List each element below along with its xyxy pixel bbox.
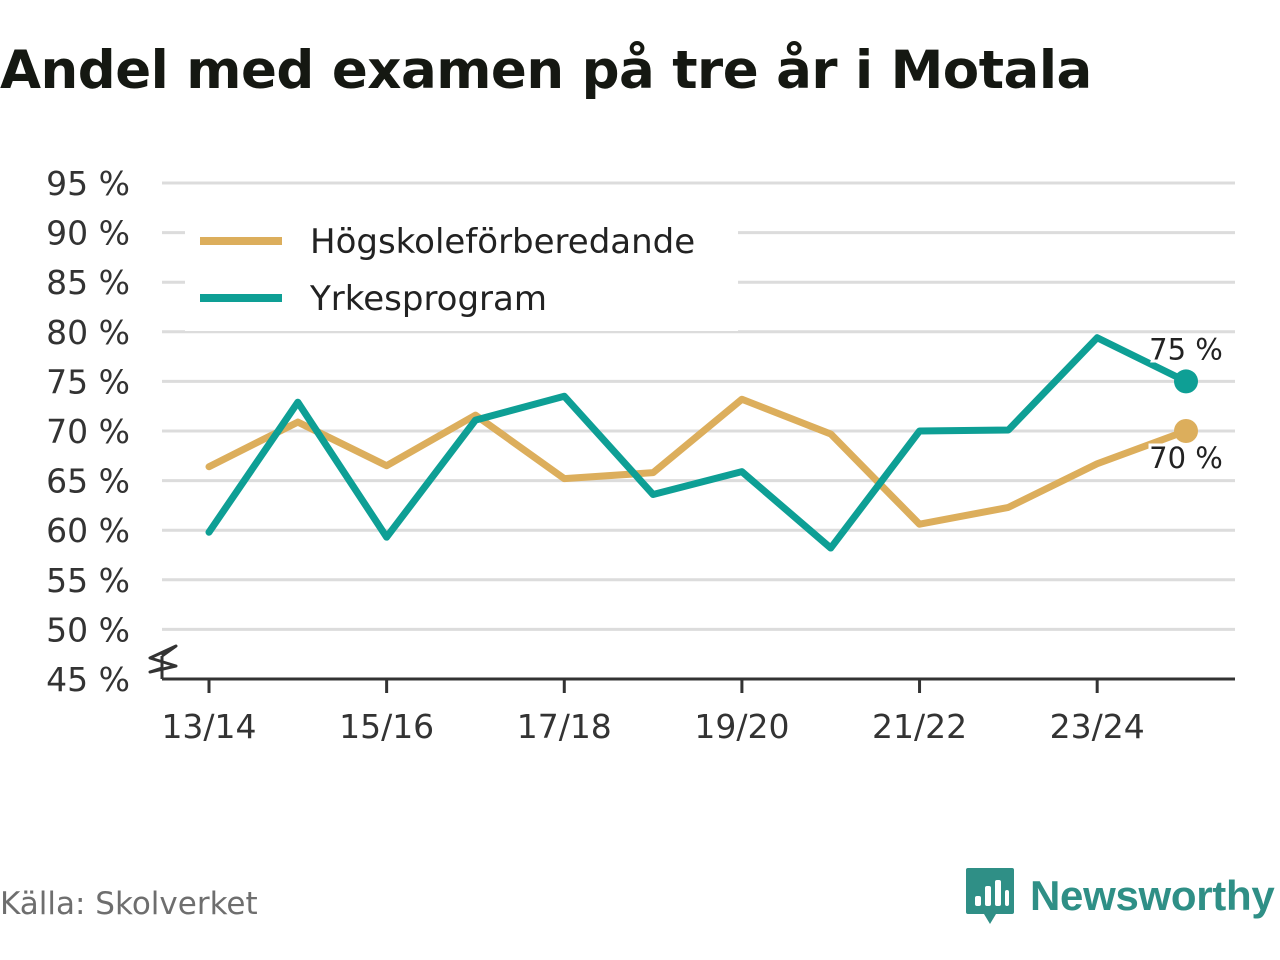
- y-tick-label-45: 45 %: [46, 660, 130, 699]
- y-tick-label-85: 85 %: [46, 263, 130, 302]
- y-tick-label-95: 95 %: [46, 164, 130, 203]
- legend: Högskoleförberedande Yrkesprogram: [185, 215, 738, 331]
- x-tick-label-23/24: 23/24: [1050, 707, 1145, 746]
- end-marker-0: [1174, 419, 1198, 443]
- end-label-0: 70 %: [1149, 441, 1223, 475]
- legend-label-0: Högskoleförberedande: [310, 222, 695, 262]
- y-tick-label-75: 75 %: [46, 362, 130, 401]
- x-tick-label-15/16: 15/16: [339, 707, 434, 746]
- end-label-1: 75 %: [1149, 332, 1223, 366]
- x-tick-label-21/22: 21/22: [872, 707, 967, 746]
- x-tick-label-19/20: 19/20: [694, 707, 789, 746]
- x-tick-label-13/14: 13/14: [161, 707, 256, 746]
- legend-label-1: Yrkesprogram: [309, 279, 547, 319]
- legend-background: [185, 215, 738, 331]
- y-tick-label-80: 80 %: [46, 313, 130, 352]
- y-tick-label-70: 70 %: [46, 412, 130, 451]
- brand-name: Newsworthy: [1030, 872, 1275, 919]
- series-lines: [205, 334, 1190, 552]
- end-marker-1: [1174, 369, 1198, 394]
- y-tick-label-65: 65 %: [46, 462, 130, 501]
- y-tick-label-60: 60 %: [46, 511, 130, 550]
- brand-logo: Newsworthy: [964, 864, 1275, 928]
- series-line-0: [205, 395, 1190, 528]
- newsworthy-logo-icon: [966, 868, 1014, 924]
- end-markers: 70 % 75 %: [1146, 329, 1226, 478]
- axis-break-icon: [148, 644, 178, 674]
- source-note: Källa: Skolverket: [0, 886, 258, 922]
- chart-title: Andel med examen på tre år i Motala: [0, 40, 1092, 101]
- x-tick-label-17/18: 17/18: [517, 707, 612, 746]
- y-tick-label-90: 90 %: [46, 214, 130, 253]
- x-axis-tick-labels: 13/14 15/16 17/18 19/20 21/22 23/24: [161, 679, 1145, 746]
- y-tick-label-50: 50 %: [46, 610, 130, 649]
- x-axis: [148, 644, 1235, 681]
- series-line-1: [205, 334, 1190, 552]
- y-axis-tick-labels: 45 % 50 % 55 % 60 % 65 % 70 % 75 % 80 % 85 % 90 %…: [46, 164, 130, 699]
- y-tick-label-55: 55 %: [46, 561, 130, 600]
